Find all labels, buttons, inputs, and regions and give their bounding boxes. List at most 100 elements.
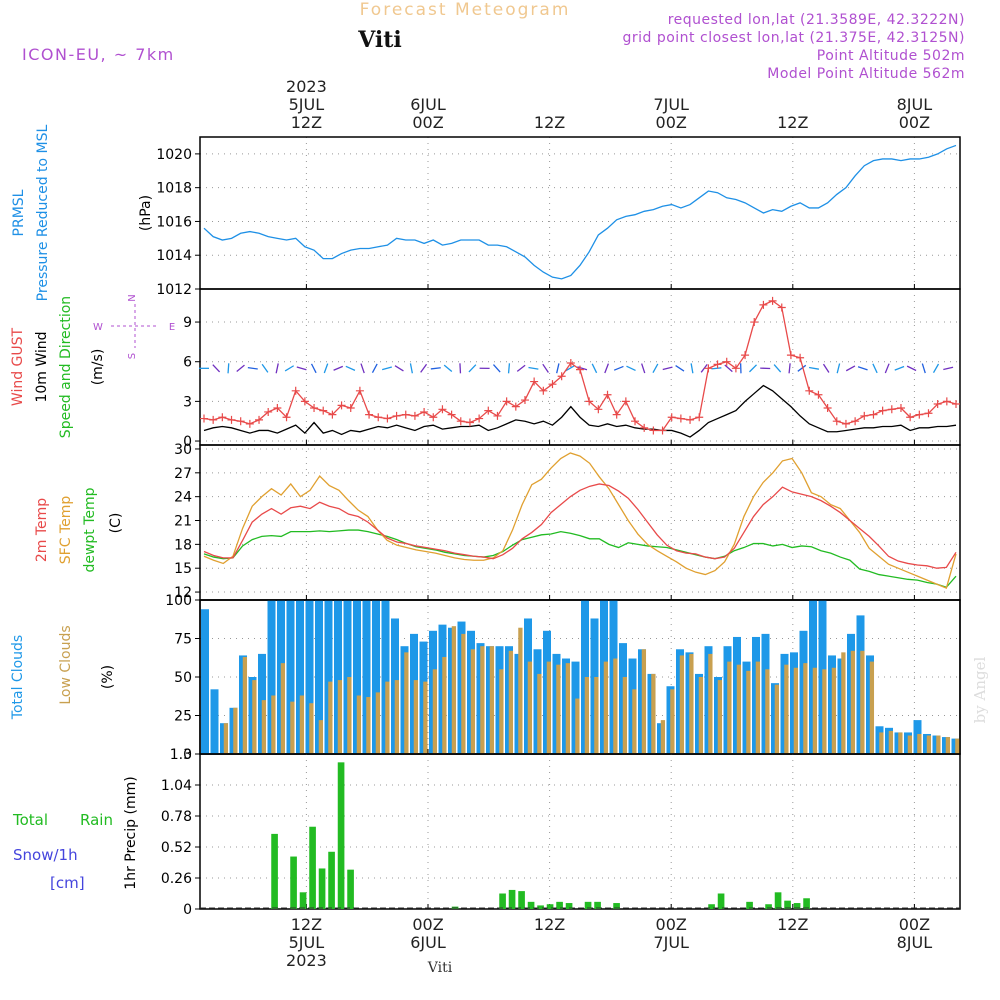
wind-direction-arrow xyxy=(516,364,526,372)
rain-bar xyxy=(717,893,725,909)
wind-direction-arrow xyxy=(212,364,221,373)
wind-direction-arrow xyxy=(577,366,588,371)
total-clouds-bar xyxy=(201,609,209,754)
top-date-label: 6JUL xyxy=(410,95,446,114)
wind-direction-arrow xyxy=(382,366,392,371)
low-clouds-bar xyxy=(774,684,780,754)
side-labels: PRMSL Pressure Reduced to MSL Wind GUST 10m… xyxy=(10,124,113,892)
pressure-side-label-2: Pressure Reduced to MSL xyxy=(35,124,51,301)
wind-direction-arrow xyxy=(323,363,329,374)
y-tick-label: 0 xyxy=(183,747,192,763)
y-tick-label: 1020 xyxy=(156,147,192,163)
wind-direction-arrow xyxy=(236,364,245,372)
wind-direction-arrow xyxy=(345,365,356,371)
rain-bar xyxy=(584,901,592,909)
gust-marker xyxy=(255,415,264,424)
wind-direction-arrow xyxy=(724,364,733,373)
top-date-label: 8JUL xyxy=(897,95,933,114)
wind-direction-arrow xyxy=(275,363,279,374)
total-clouds-bar xyxy=(324,600,333,754)
wind-direction-arrow xyxy=(700,363,708,373)
precip-label-snow: Snow/1h xyxy=(13,846,78,864)
gust-marker xyxy=(530,377,539,386)
requested-coords: requested lon,lat (21.3589E, 42.3222N) xyxy=(668,12,965,28)
gust-marker xyxy=(346,403,355,412)
low-clouds-bar xyxy=(470,649,476,754)
low-clouds-bar xyxy=(356,695,362,754)
rain-bar xyxy=(565,903,573,909)
y-tick-label: 1012 xyxy=(156,282,192,298)
gust-marker xyxy=(878,406,887,415)
gust-marker xyxy=(722,357,731,366)
low-clouds-bar xyxy=(242,656,248,754)
low-clouds-bar xyxy=(945,737,951,754)
bottom-year-label: 2023 xyxy=(286,951,327,970)
bottom-hour-label: 12Z xyxy=(777,915,808,934)
precip-label-cm: [cm] xyxy=(50,874,85,892)
low-clouds-bar xyxy=(480,646,485,754)
rain-bar xyxy=(337,762,345,909)
y-tick-label: 100 xyxy=(165,593,192,609)
gust-marker xyxy=(832,417,841,426)
low-clouds-bar xyxy=(955,738,960,754)
top-hour-label: 00Z xyxy=(656,113,687,132)
rain-bar xyxy=(508,889,516,909)
temp-side-label-dewpt: dewpt Temp xyxy=(82,487,98,572)
gust-marker xyxy=(328,410,337,419)
low-clouds-bar xyxy=(879,732,884,754)
gust-marker xyxy=(502,397,511,406)
low-clouds-bar xyxy=(613,658,618,754)
precip-label-total: Total xyxy=(12,811,48,829)
point-altitude: Point Altitude 502m xyxy=(817,48,965,64)
gust-marker xyxy=(520,396,529,405)
y-tick-label: 0 xyxy=(183,434,192,450)
wind-direction-arrow xyxy=(591,363,598,374)
rain-bar xyxy=(328,851,335,909)
model-point-altitude: Model Point Altitude 562m xyxy=(767,66,965,82)
time-axis: 5JUL12Z12Z5JUL6JUL00Z00Z6JUL12Z12Z7JUL00… xyxy=(286,77,932,970)
wind-direction-arrow xyxy=(443,364,453,373)
low-clouds-bar xyxy=(698,677,704,754)
y-tick-label: 0.26 xyxy=(161,871,192,887)
y-tick-label: 1.3 xyxy=(170,747,192,763)
low-clouds-bar xyxy=(584,677,590,754)
wind-direction-arrow xyxy=(894,365,905,371)
gust-marker xyxy=(924,409,933,418)
gust-marker xyxy=(447,410,456,419)
gust-marker xyxy=(731,364,740,373)
gust-marker xyxy=(557,372,566,381)
gust-marker xyxy=(851,417,860,426)
wind-direction-arrow xyxy=(711,367,722,370)
chart-title: Forecast Meteogram xyxy=(360,0,571,20)
y-tick-label: 3 xyxy=(183,394,192,410)
wind-panel: 0 3 6 9 (m/s) N S W E xyxy=(90,288,961,450)
gust-marker xyxy=(704,364,713,373)
location-name: Viti xyxy=(357,27,402,53)
y-tick-label: 15 xyxy=(174,561,192,577)
wind-direction-arrow xyxy=(613,365,624,371)
gust-marker xyxy=(548,380,557,389)
wind-direction-arrow xyxy=(409,363,413,374)
rain-bar xyxy=(527,901,535,909)
gust-marker xyxy=(649,426,658,435)
wind-direction-arrow xyxy=(675,365,685,372)
low-clouds-bar xyxy=(499,669,504,754)
low-clouds-bar xyxy=(442,656,447,754)
low-clouds-bar xyxy=(518,627,523,754)
wind-direction-arrow xyxy=(845,365,856,372)
gust-marker xyxy=(860,411,869,420)
pressure-line xyxy=(203,144,957,280)
gust-marker xyxy=(236,417,245,426)
wind-direction-arrow xyxy=(284,365,295,372)
clouds-side-label-low: Low Clouds xyxy=(58,625,74,704)
low-clouds-bar xyxy=(261,700,267,754)
gust-marker xyxy=(585,397,594,406)
bottom-date-label: 8JUL xyxy=(897,933,933,952)
gust-marker xyxy=(942,397,951,406)
low-clouds-bar xyxy=(641,649,647,754)
rain-bar xyxy=(309,826,316,909)
low-clouds-bar xyxy=(337,680,343,754)
wind-direction-arrow xyxy=(749,364,757,373)
rain-bar xyxy=(556,901,563,909)
